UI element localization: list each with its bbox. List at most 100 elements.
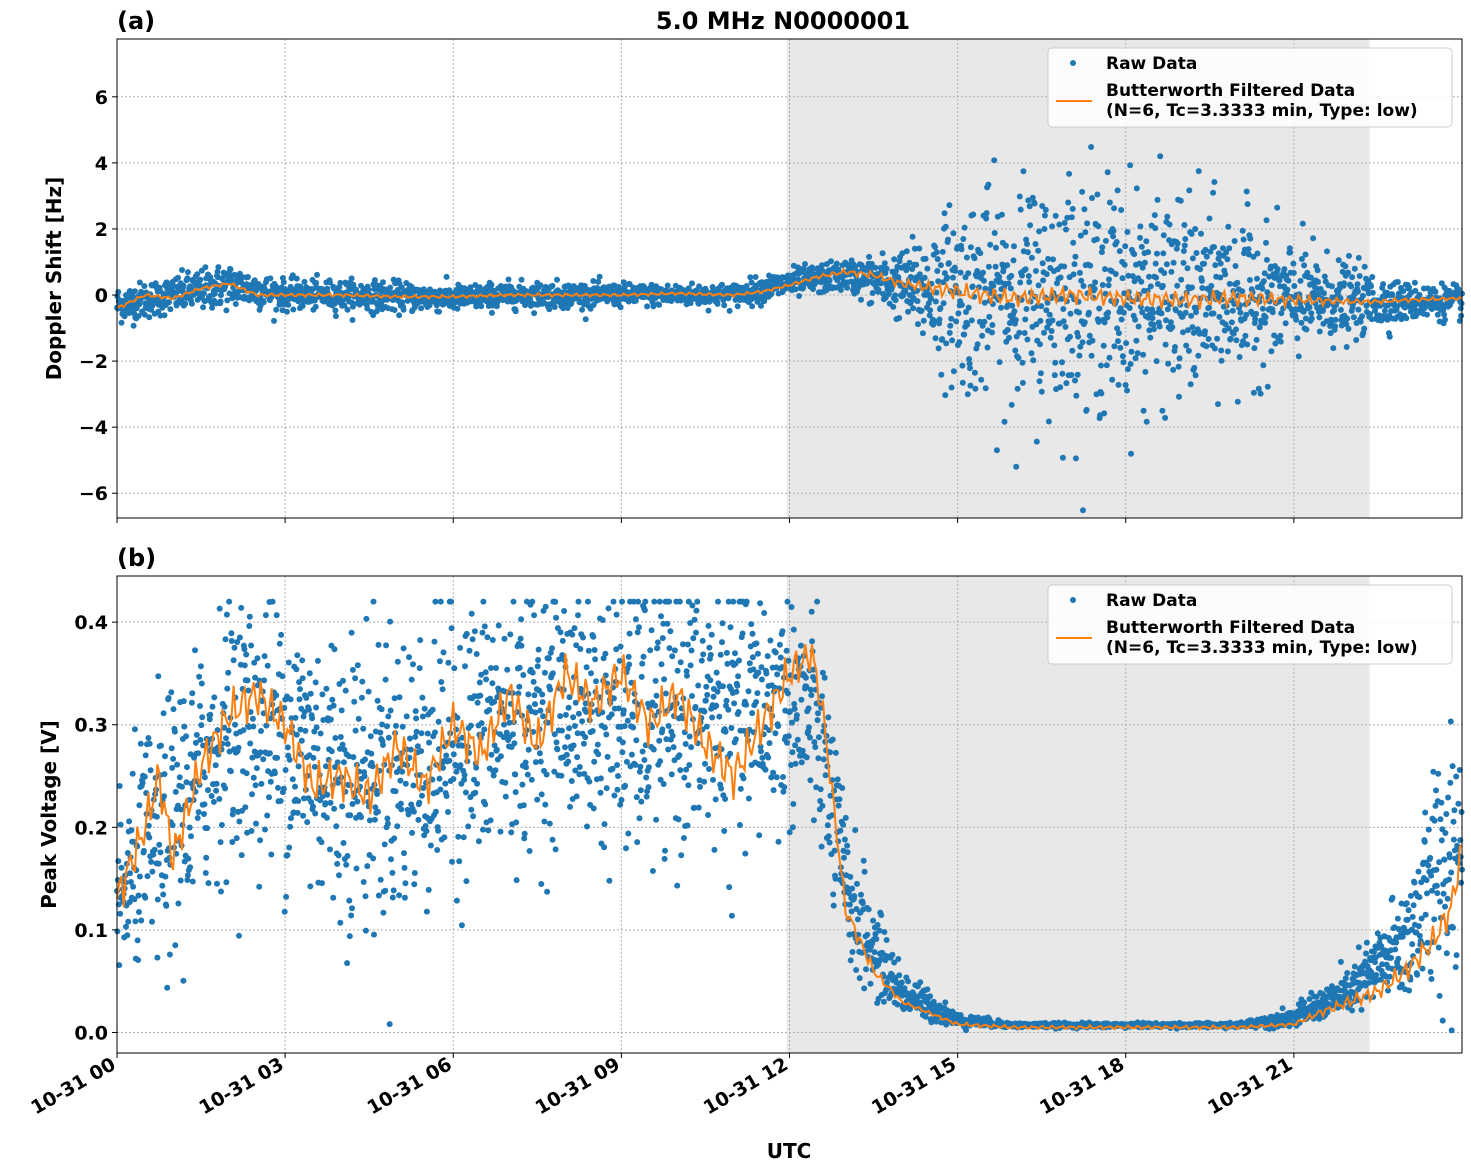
raw-data-point [586, 778, 593, 785]
raw-data-point [530, 678, 537, 685]
raw-data-point [617, 643, 624, 650]
raw-data-point [618, 797, 625, 803]
legend-raw-label: Raw Data [1106, 54, 1197, 74]
raw-data-point [637, 763, 644, 770]
raw-data-point [927, 993, 934, 1000]
raw-data-point [546, 306, 553, 313]
raw-data-point [253, 820, 259, 827]
raw-data-point [685, 598, 692, 605]
raw-data-point [354, 662, 361, 669]
raw-data-point [878, 912, 885, 918]
raw-data-point [544, 888, 551, 895]
raw-data-point [1215, 250, 1222, 257]
raw-data-point [252, 674, 259, 681]
raw-data-point [714, 688, 721, 695]
raw-data-point [574, 754, 581, 761]
raw-data-point [944, 274, 951, 281]
raw-data-point [630, 724, 637, 731]
raw-data-point [1079, 339, 1086, 346]
raw-data-point [634, 629, 641, 636]
raw-data-point [688, 744, 695, 751]
raw-data-point [459, 742, 466, 749]
raw-data-point [584, 823, 590, 830]
raw-data-point [867, 980, 874, 987]
raw-data-point [813, 784, 820, 791]
raw-data-point [796, 293, 803, 299]
raw-data-point [440, 764, 446, 771]
raw-data-point [865, 906, 872, 913]
raw-data-point [696, 283, 703, 290]
raw-data-point [1290, 269, 1297, 276]
raw-data-point [1059, 370, 1066, 377]
raw-data-point [1246, 251, 1252, 258]
raw-data-point [197, 276, 204, 283]
raw-data-point [434, 847, 441, 853]
raw-data-point [1028, 254, 1035, 261]
raw-data-point [216, 605, 223, 612]
raw-data-point [1403, 315, 1410, 322]
raw-data-point [819, 669, 826, 676]
raw-data-point [664, 620, 671, 627]
legend-filtered-label-2: (N=6, Tc=3.3333 min, Type: low) [1106, 101, 1418, 121]
raw-data-point [592, 656, 599, 663]
raw-data-point [1197, 266, 1204, 273]
raw-data-point [946, 329, 953, 336]
raw-data-point [1257, 390, 1264, 397]
raw-data-point [324, 791, 331, 798]
raw-data-point [896, 972, 903, 979]
raw-data-point [1191, 364, 1198, 371]
raw-data-point [507, 631, 514, 638]
raw-data-point [789, 824, 796, 831]
raw-data-point [1172, 344, 1178, 350]
raw-data-point [755, 669, 762, 676]
raw-data-point [205, 880, 212, 887]
raw-data-point [1328, 316, 1334, 323]
raw-data-point [407, 746, 414, 753]
raw-data-point [1195, 352, 1202, 359]
raw-data-point [1178, 276, 1185, 283]
raw-data-point [162, 753, 168, 760]
raw-data-point [412, 708, 419, 715]
raw-data-point [1032, 241, 1039, 247]
raw-data-point [478, 720, 485, 727]
raw-data-point [1440, 307, 1447, 314]
raw-data-point [501, 635, 508, 642]
raw-data-point [639, 660, 646, 667]
raw-data-point [518, 616, 525, 623]
raw-data-point [743, 701, 750, 708]
raw-data-point [1342, 263, 1349, 270]
raw-data-point [709, 714, 716, 721]
raw-data-point [849, 885, 856, 892]
raw-data-point [720, 297, 727, 304]
raw-data-point [952, 267, 959, 274]
raw-data-point [398, 284, 405, 291]
raw-data-point [397, 777, 404, 784]
raw-data-point [364, 305, 371, 312]
raw-data-point [1082, 229, 1089, 236]
raw-data-point [1218, 347, 1225, 354]
raw-data-point [991, 157, 998, 164]
raw-data-point [1231, 238, 1238, 244]
raw-data-point [139, 779, 146, 786]
raw-data-point [558, 772, 565, 779]
raw-data-point [238, 604, 245, 611]
raw-data-point [503, 729, 510, 736]
raw-data-point [221, 724, 228, 731]
raw-data-point [279, 673, 286, 680]
raw-data-point [1110, 233, 1117, 240]
raw-data-point [719, 281, 725, 288]
raw-data-point [359, 678, 366, 685]
raw-data-point [910, 305, 917, 312]
raw-data-point [180, 282, 187, 289]
raw-data-point [920, 317, 927, 324]
raw-data-point [247, 740, 254, 747]
raw-data-point [1087, 262, 1094, 269]
raw-data-point [309, 715, 316, 722]
raw-data-point [245, 274, 251, 280]
raw-data-point [871, 949, 878, 956]
raw-data-point [1389, 292, 1396, 299]
raw-data-point [481, 623, 488, 630]
raw-data-point [280, 279, 287, 286]
raw-data-point [1120, 309, 1127, 316]
raw-data-point [271, 317, 277, 324]
